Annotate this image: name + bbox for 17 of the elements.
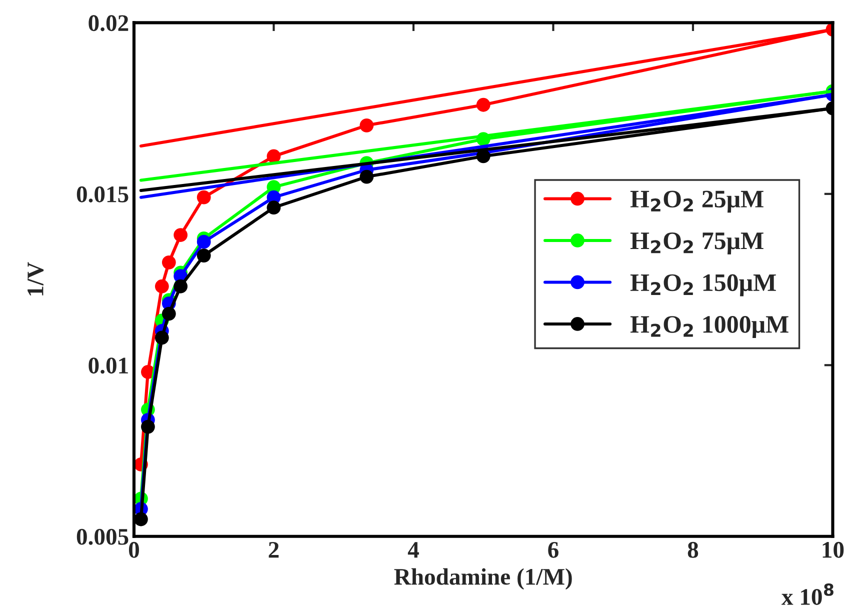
y-tick-label: 0.015 xyxy=(76,186,128,202)
text: x 10$^{8}$ xyxy=(782,583,834,605)
x-tick-label: 0 xyxy=(128,542,139,558)
x-tick-label: 2 xyxy=(268,542,279,558)
y-tick-label: 0.005 xyxy=(76,528,128,545)
x-tick-label: 10 xyxy=(822,542,844,558)
y-tick-label: 0.02 xyxy=(88,15,128,32)
legend-label: H$_{2}$O$_{2}$ 25μM xyxy=(630,190,764,213)
legend-label: H$_{2}$O$_{2}$ 1000μM xyxy=(630,316,788,338)
legend-label: H$_{2}$O$_{2}$ 150μM xyxy=(630,274,776,296)
x-axis-title: Rhodamine (1/M) xyxy=(394,568,572,590)
y-axis-title: 1/V xyxy=(28,262,44,296)
y-tick-label: 0.01 xyxy=(88,358,128,374)
x-tick-label: 4 xyxy=(408,542,419,558)
x-tick-label: 8 xyxy=(688,542,698,558)
x-tick-label: 6 xyxy=(548,542,558,558)
legend-label: H$_{2}$O$_{2}$ 75μM xyxy=(630,232,764,254)
